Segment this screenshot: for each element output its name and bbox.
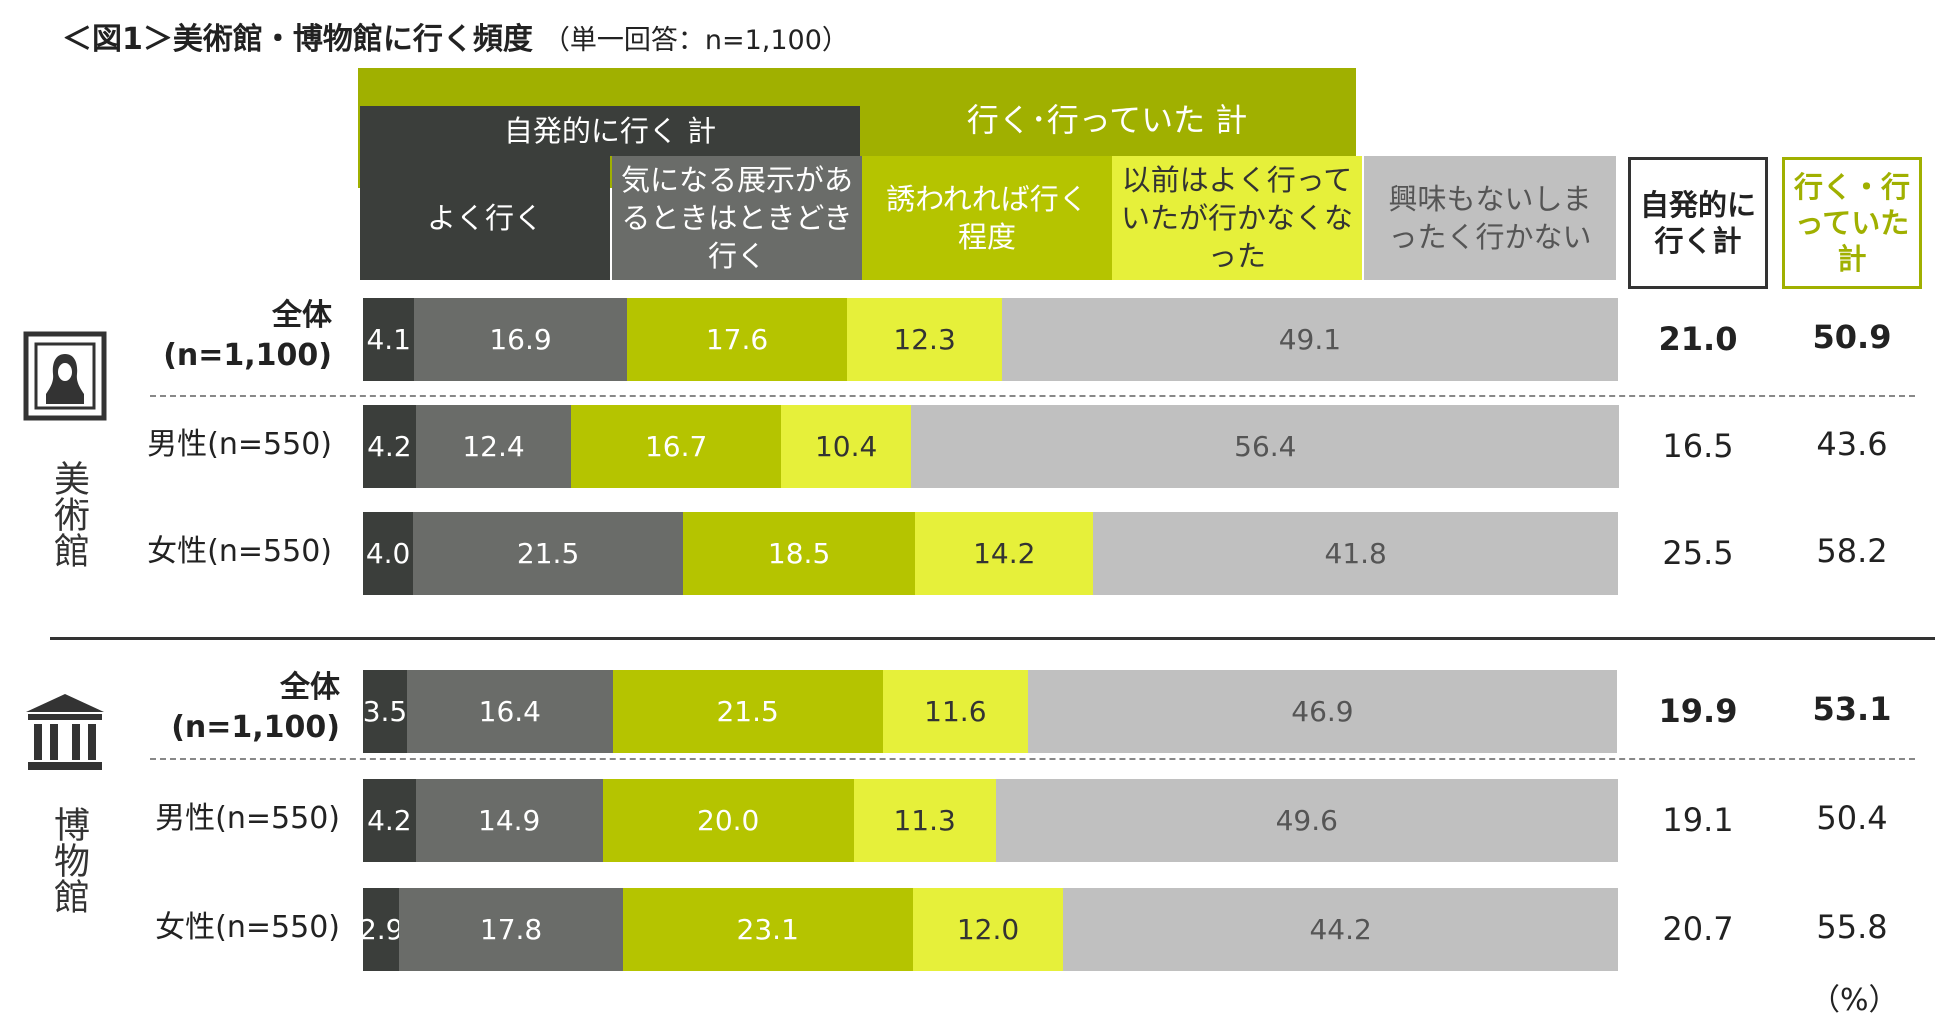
legend-never: 興味もないしまったく行かない — [1364, 156, 1616, 280]
bar-segment: 10.4 — [780, 405, 912, 488]
bar-segment: 16.9 — [414, 298, 627, 381]
bar-segment: 4.2 — [363, 405, 416, 488]
stacked-bar: 4.0 21.5 18.5 14.2 41.8 — [363, 512, 1618, 595]
portrait-frame-icon — [23, 331, 107, 421]
title-text: ＜図1＞美術館・博物館に行く頻度 — [62, 22, 533, 57]
bar-segment: 21.5 — [612, 670, 883, 753]
bar-segment: 16.7 — [571, 405, 781, 488]
spontaneous-total-header-label: 自発的に行く 計 — [503, 114, 717, 148]
visit-total-column-label: 行く・行っていた計 — [1793, 170, 1910, 276]
bar-segment: 11.3 — [853, 779, 996, 862]
legend-sometimes-label: 気になる展示があるときはときどき行く — [620, 163, 853, 273]
spontaneous-total-value: 25.5 — [1662, 534, 1734, 572]
bar-segment: 4.1 — [363, 298, 415, 381]
visit-total-value: 58.2 — [1816, 532, 1888, 570]
bar-segment: 21.5 — [413, 512, 683, 595]
visit-total-value: 55.8 — [1816, 908, 1888, 946]
legend-often-label: よく行く — [426, 201, 543, 235]
visit-total-header-label: 行く･行っていた 計 — [966, 101, 1248, 139]
separator-museum — [150, 758, 1915, 760]
bar-segment: 49.1 — [1001, 298, 1618, 381]
legend-often: よく行く — [360, 156, 610, 280]
spontaneous-total-header: 自発的に行く 計 — [360, 106, 860, 156]
row-label: 全体 (n=1,100) — [171, 668, 340, 748]
visit-total-value: 43.6 — [1816, 425, 1888, 463]
bar-segment: 2.9 — [363, 888, 400, 971]
section-name-museum: 博物館 — [48, 806, 89, 914]
bar-segment: 46.9 — [1028, 670, 1617, 753]
visit-total-value: 50.4 — [1816, 799, 1888, 837]
row-label: 全体 (n=1,100) — [163, 296, 332, 376]
spontaneous-total-column-label: 自発的に行く計 — [1639, 188, 1756, 258]
bar-segment: 12.4 — [415, 405, 572, 488]
bar-segment: 12.3 — [847, 298, 1002, 381]
section-divider — [50, 637, 1935, 640]
spontaneous-total-value: 19.9 — [1658, 692, 1738, 730]
row-label: 男性(n=550) — [155, 801, 340, 836]
row-label: 女性(n=550) — [155, 910, 340, 945]
spontaneous-total-value: 21.0 — [1658, 320, 1738, 358]
bar-segment: 20.0 — [602, 779, 854, 862]
bar-segment: 14.9 — [415, 779, 603, 862]
bar-segment: 49.6 — [995, 779, 1618, 862]
legend-invited: 誘われれば行く程度 — [862, 156, 1112, 280]
bar-segment: 23.1 — [622, 888, 913, 971]
legend-never-label: 興味もないしまったく行かない — [1388, 182, 1592, 254]
spontaneous-total-column-header: 自発的に行く計 — [1628, 157, 1768, 289]
bar-segment: 56.4 — [911, 405, 1620, 488]
museum-building-icon — [26, 694, 104, 770]
bar-segment: 16.4 — [406, 670, 613, 753]
section-name-art: 美術館 — [48, 460, 89, 568]
separator-art — [150, 395, 1915, 397]
stacked-bar: 4.2 14.9 20.0 11.3 49.6 — [363, 779, 1618, 862]
visit-total-column-header: 行く・行っていた計 — [1782, 157, 1922, 289]
bar-segment: 18.5 — [683, 512, 916, 595]
spontaneous-total-value: 16.5 — [1662, 427, 1734, 465]
chart-title: ＜図1＞美術館・博物館に行く頻度 （単一回答：n=1,100） — [62, 14, 849, 58]
bar-segment: 41.8 — [1093, 512, 1618, 595]
stacked-bar: 4.1 16.9 17.6 12.3 49.1 — [363, 298, 1618, 381]
unit-label: （%） — [1810, 983, 1899, 1018]
row-label-line1: 全体 — [272, 298, 332, 333]
row-label: 男性(n=550) — [147, 427, 332, 462]
bar-segment: 3.5 — [363, 670, 407, 753]
subtitle-text: （単一回答：n=1,100） — [542, 25, 849, 56]
row-label-line2: (n=1,100) — [171, 710, 340, 745]
stacked-bar: 3.5 16.4 21.5 11.6 46.9 — [363, 670, 1618, 753]
legend-sometimes: 気になる展示があるときはときどき行く — [612, 156, 862, 280]
bar-segment: 17.6 — [626, 298, 848, 381]
row-label-line2: (n=1,100) — [163, 338, 332, 373]
row-label-line1: 全体 — [280, 670, 340, 705]
stacked-bar: 4.2 12.4 16.7 10.4 56.4 — [363, 405, 1620, 488]
bar-segment: 11.6 — [882, 670, 1029, 753]
legend-used-to-label: 以前はよく行っていたが行かなくなった — [1120, 163, 1353, 273]
legend-used-to: 以前はよく行っていたが行かなくなった — [1112, 156, 1362, 280]
visit-total-value: 53.1 — [1812, 690, 1892, 728]
bar-segment: 17.8 — [399, 888, 623, 971]
bar-segment: 44.2 — [1063, 888, 1618, 971]
visit-total-header: 行く･行っていた 計 — [858, 96, 1356, 144]
visit-total-value: 50.9 — [1812, 318, 1892, 356]
bar-segment: 12.0 — [912, 888, 1064, 971]
spontaneous-total-value: 20.7 — [1662, 910, 1734, 948]
spontaneous-total-value: 19.1 — [1662, 801, 1734, 839]
legend-invited-label: 誘われれば行く程度 — [886, 182, 1088, 254]
bar-segment: 4.2 — [363, 779, 416, 862]
stacked-bar: 2.9 17.8 23.1 12.0 44.2 — [363, 888, 1618, 971]
bar-segment: 14.2 — [915, 512, 1094, 595]
row-label: 女性(n=550) — [147, 534, 332, 569]
bar-segment: 4.0 — [363, 512, 414, 595]
